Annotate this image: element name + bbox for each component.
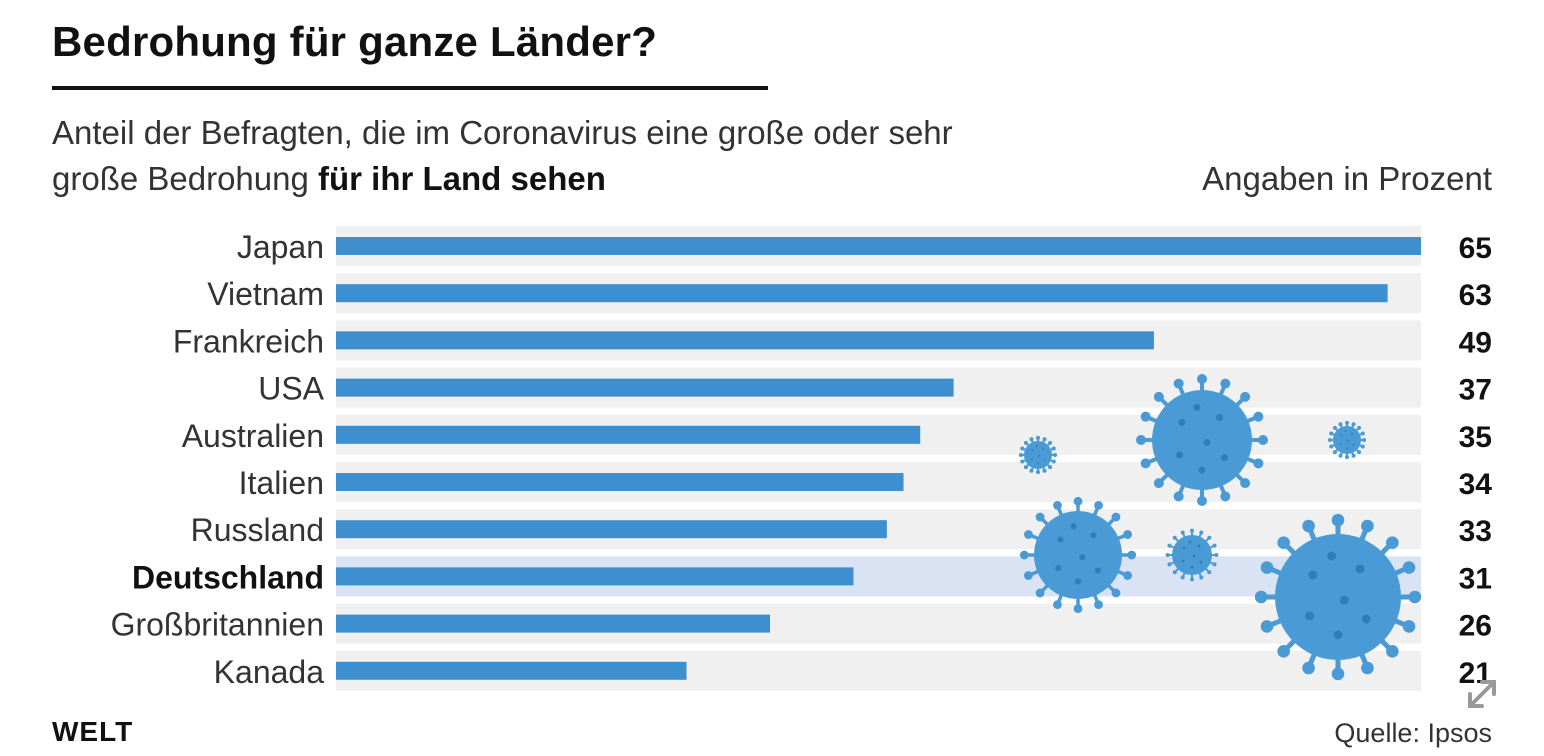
value-label: 49 [1459, 326, 1492, 359]
bar-großbritannien [336, 614, 770, 633]
category-label: Australien [182, 418, 324, 454]
value-label: 37 [1459, 374, 1492, 407]
bar-deutschland [336, 567, 854, 586]
subtitle-line2-bold: für ihr Land sehen [318, 160, 606, 197]
source-label: Quelle: Ipsos [1334, 718, 1492, 748]
virus-icon [1165, 528, 1219, 582]
value-label: 34 [1459, 468, 1493, 501]
category-label: Italien [239, 465, 324, 501]
category-label: Großbritannien [111, 607, 324, 643]
bar-kanada [336, 661, 687, 680]
category-label: Kanada [214, 654, 325, 690]
chart-title: Bedrohung für ganze Länder? [52, 18, 658, 65]
category-label: Deutschland [132, 559, 324, 595]
virus-icon [1136, 374, 1268, 506]
bar-vietnam [336, 284, 1388, 303]
value-label: 35 [1459, 421, 1492, 454]
subtitle-line2-prefix: große Bedrohung [52, 160, 319, 197]
bar-japan [336, 237, 1421, 255]
category-label: USA [258, 371, 324, 407]
bar-italien [336, 473, 904, 491]
welt-logo: WELT [52, 716, 134, 747]
expand-icon[interactable] [1462, 674, 1502, 714]
category-label: Japan [237, 229, 324, 265]
virus-icon [1018, 435, 1058, 475]
value-label: 65 [1459, 232, 1492, 265]
title-underline [52, 86, 768, 90]
bar-russland [336, 520, 887, 539]
value-label: 26 [1459, 610, 1492, 643]
category-label: Vietnam [207, 276, 324, 312]
category-label: Russland [191, 512, 324, 548]
bar-chart: Japan 65 Vietnam 63 Frankreich 49 USA 37 Austral… [111, 226, 1493, 691]
chart-subtitle: Anteil der Befragten, die im Coronavirus… [52, 110, 1252, 202]
unit-label: Angaben in Prozent [1202, 160, 1492, 197]
value-label: 33 [1459, 515, 1492, 548]
bar-usa [336, 378, 954, 397]
value-label: 31 [1459, 562, 1492, 595]
value-label: 63 [1459, 279, 1492, 312]
bar-australien [336, 425, 921, 444]
virus-icon [1254, 513, 1422, 681]
value-label: 21 [1459, 657, 1492, 690]
virus-icon [1019, 496, 1137, 614]
virus-icon [1327, 420, 1367, 460]
category-label: Frankreich [173, 323, 324, 359]
subtitle-line1: Anteil der Befragten, die im Coronavirus… [52, 114, 953, 151]
bar-frankreich [336, 331, 1154, 350]
